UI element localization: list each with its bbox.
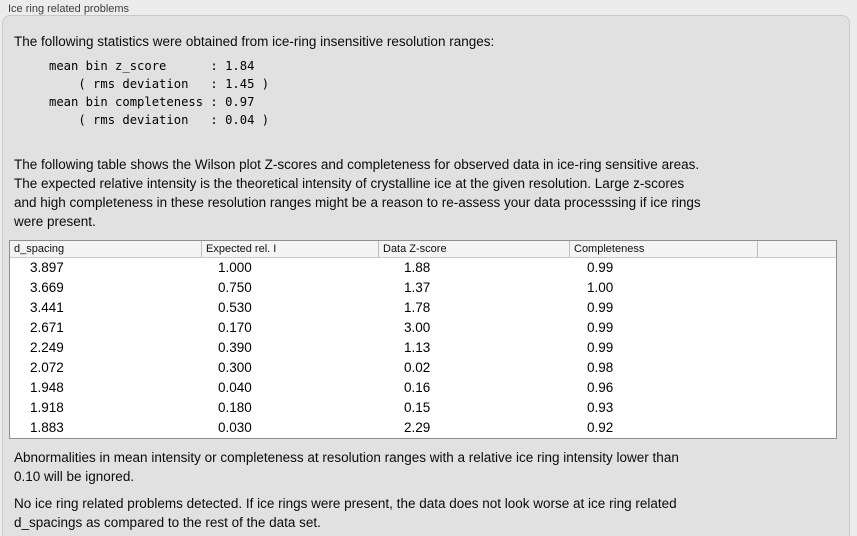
table-cell: 2.072	[30, 360, 64, 375]
table-cell: 0.99	[587, 320, 614, 335]
table-cell: 0.530	[218, 300, 252, 315]
table-cell: 0.750	[218, 280, 252, 295]
table-cell: 0.16	[404, 380, 431, 395]
table-cell: 0.98	[587, 360, 614, 375]
table-cell: 0.93	[587, 400, 614, 415]
table-cell: 1.13	[404, 340, 431, 355]
table-cell: 0.02	[404, 360, 431, 375]
table-cell: 0.390	[218, 340, 252, 355]
table-cell: 1.918	[30, 400, 64, 415]
table-cell: 0.99	[587, 260, 614, 275]
ice-ring-panel: The following statistics were obtained f…	[2, 15, 850, 536]
table-cell: 3.00	[404, 320, 431, 335]
table-cell: 0.030	[218, 420, 252, 435]
column-header-data-z-score[interactable]: Data Z-score	[379, 241, 570, 257]
table-row[interactable]: 3.441 0.530 1.78 0.99	[10, 298, 836, 318]
table-row[interactable]: 2.249 0.390 1.13 0.99	[10, 338, 836, 358]
table-row[interactable]: 1.948 0.040 0.16 0.96	[10, 378, 836, 398]
table-cell-filler	[758, 258, 836, 278]
table-cell: 1.000	[218, 260, 252, 275]
table-cell: 3.441	[30, 300, 64, 315]
table-cell: 3.669	[30, 280, 64, 295]
table-cell-filler	[758, 338, 836, 358]
column-header-completeness[interactable]: Completeness	[570, 241, 758, 257]
table-cell: 0.92	[587, 420, 614, 435]
table-cell: 0.040	[218, 380, 252, 395]
table-cell-filler	[758, 398, 836, 418]
table-cell: 0.96	[587, 380, 614, 395]
table-cell: 1.88	[404, 260, 431, 275]
table-cell: 0.99	[587, 300, 614, 315]
table-cell: 2.29	[404, 420, 431, 435]
table-cell: 1.948	[30, 380, 64, 395]
table-cell-filler	[758, 298, 836, 318]
table-cell: 0.300	[218, 360, 252, 375]
table-row[interactable]: 2.072 0.300 0.02 0.98	[10, 358, 836, 378]
table-cell: 2.671	[30, 320, 64, 335]
conclusion-text: No ice ring related problems detected. I…	[14, 496, 677, 530]
column-header-filler	[758, 241, 836, 257]
table-cell-filler	[758, 318, 836, 338]
table-cell: 0.15	[404, 400, 431, 415]
ice-ring-table-body: 3.897 1.000 1.88 0.99 3.669 0.750 1.37 1.00 3.44…	[10, 258, 836, 438]
table-cell: 1.00	[587, 280, 614, 295]
column-header-d-spacing[interactable]: d_spacing	[10, 241, 202, 257]
table-cell: 1.78	[404, 300, 431, 315]
description-text: The following table shows the Wilson plo…	[14, 157, 701, 229]
table-row[interactable]: 3.669 0.750 1.37 1.00	[10, 278, 836, 298]
table-row[interactable]: 3.897 1.000 1.88 0.99	[10, 258, 836, 278]
table-cell: 1.37	[404, 280, 431, 295]
table-cell: 0.170	[218, 320, 252, 335]
table-cell: 0.99	[587, 340, 614, 355]
table-cell-filler	[758, 418, 836, 438]
table-cell: 0.180	[218, 400, 252, 415]
table-header-row: d_spacing Expected rel. I Data Z-score Comp…	[10, 241, 836, 258]
panel-title: Ice ring related problems	[8, 3, 130, 15]
table-row[interactable]: 1.918 0.180 0.15 0.93	[10, 398, 836, 418]
table-cell-filler	[758, 358, 836, 378]
table-cell: 1.883	[30, 420, 64, 435]
table-row[interactable]: 1.883 0.030 2.29 0.92	[10, 418, 836, 438]
table-cell-filler	[758, 278, 836, 298]
table-cell: 2.249	[30, 340, 64, 355]
ice-ring-table: d_spacing Expected rel. I Data Z-score Comp…	[9, 240, 837, 439]
column-header-expected-rel-i[interactable]: Expected rel. I	[202, 241, 379, 257]
intro-text: The following statistics were obtained f…	[14, 34, 495, 49]
ignore-note-text: Abnormalities in mean intensity or compl…	[14, 450, 679, 484]
table-row[interactable]: 2.671 0.170 3.00 0.99	[10, 318, 836, 338]
table-cell: 3.897	[30, 260, 64, 275]
table-cell-filler	[758, 378, 836, 398]
stats-block: mean bin z_score : 1.84 ( rms deviation …	[49, 59, 270, 127]
